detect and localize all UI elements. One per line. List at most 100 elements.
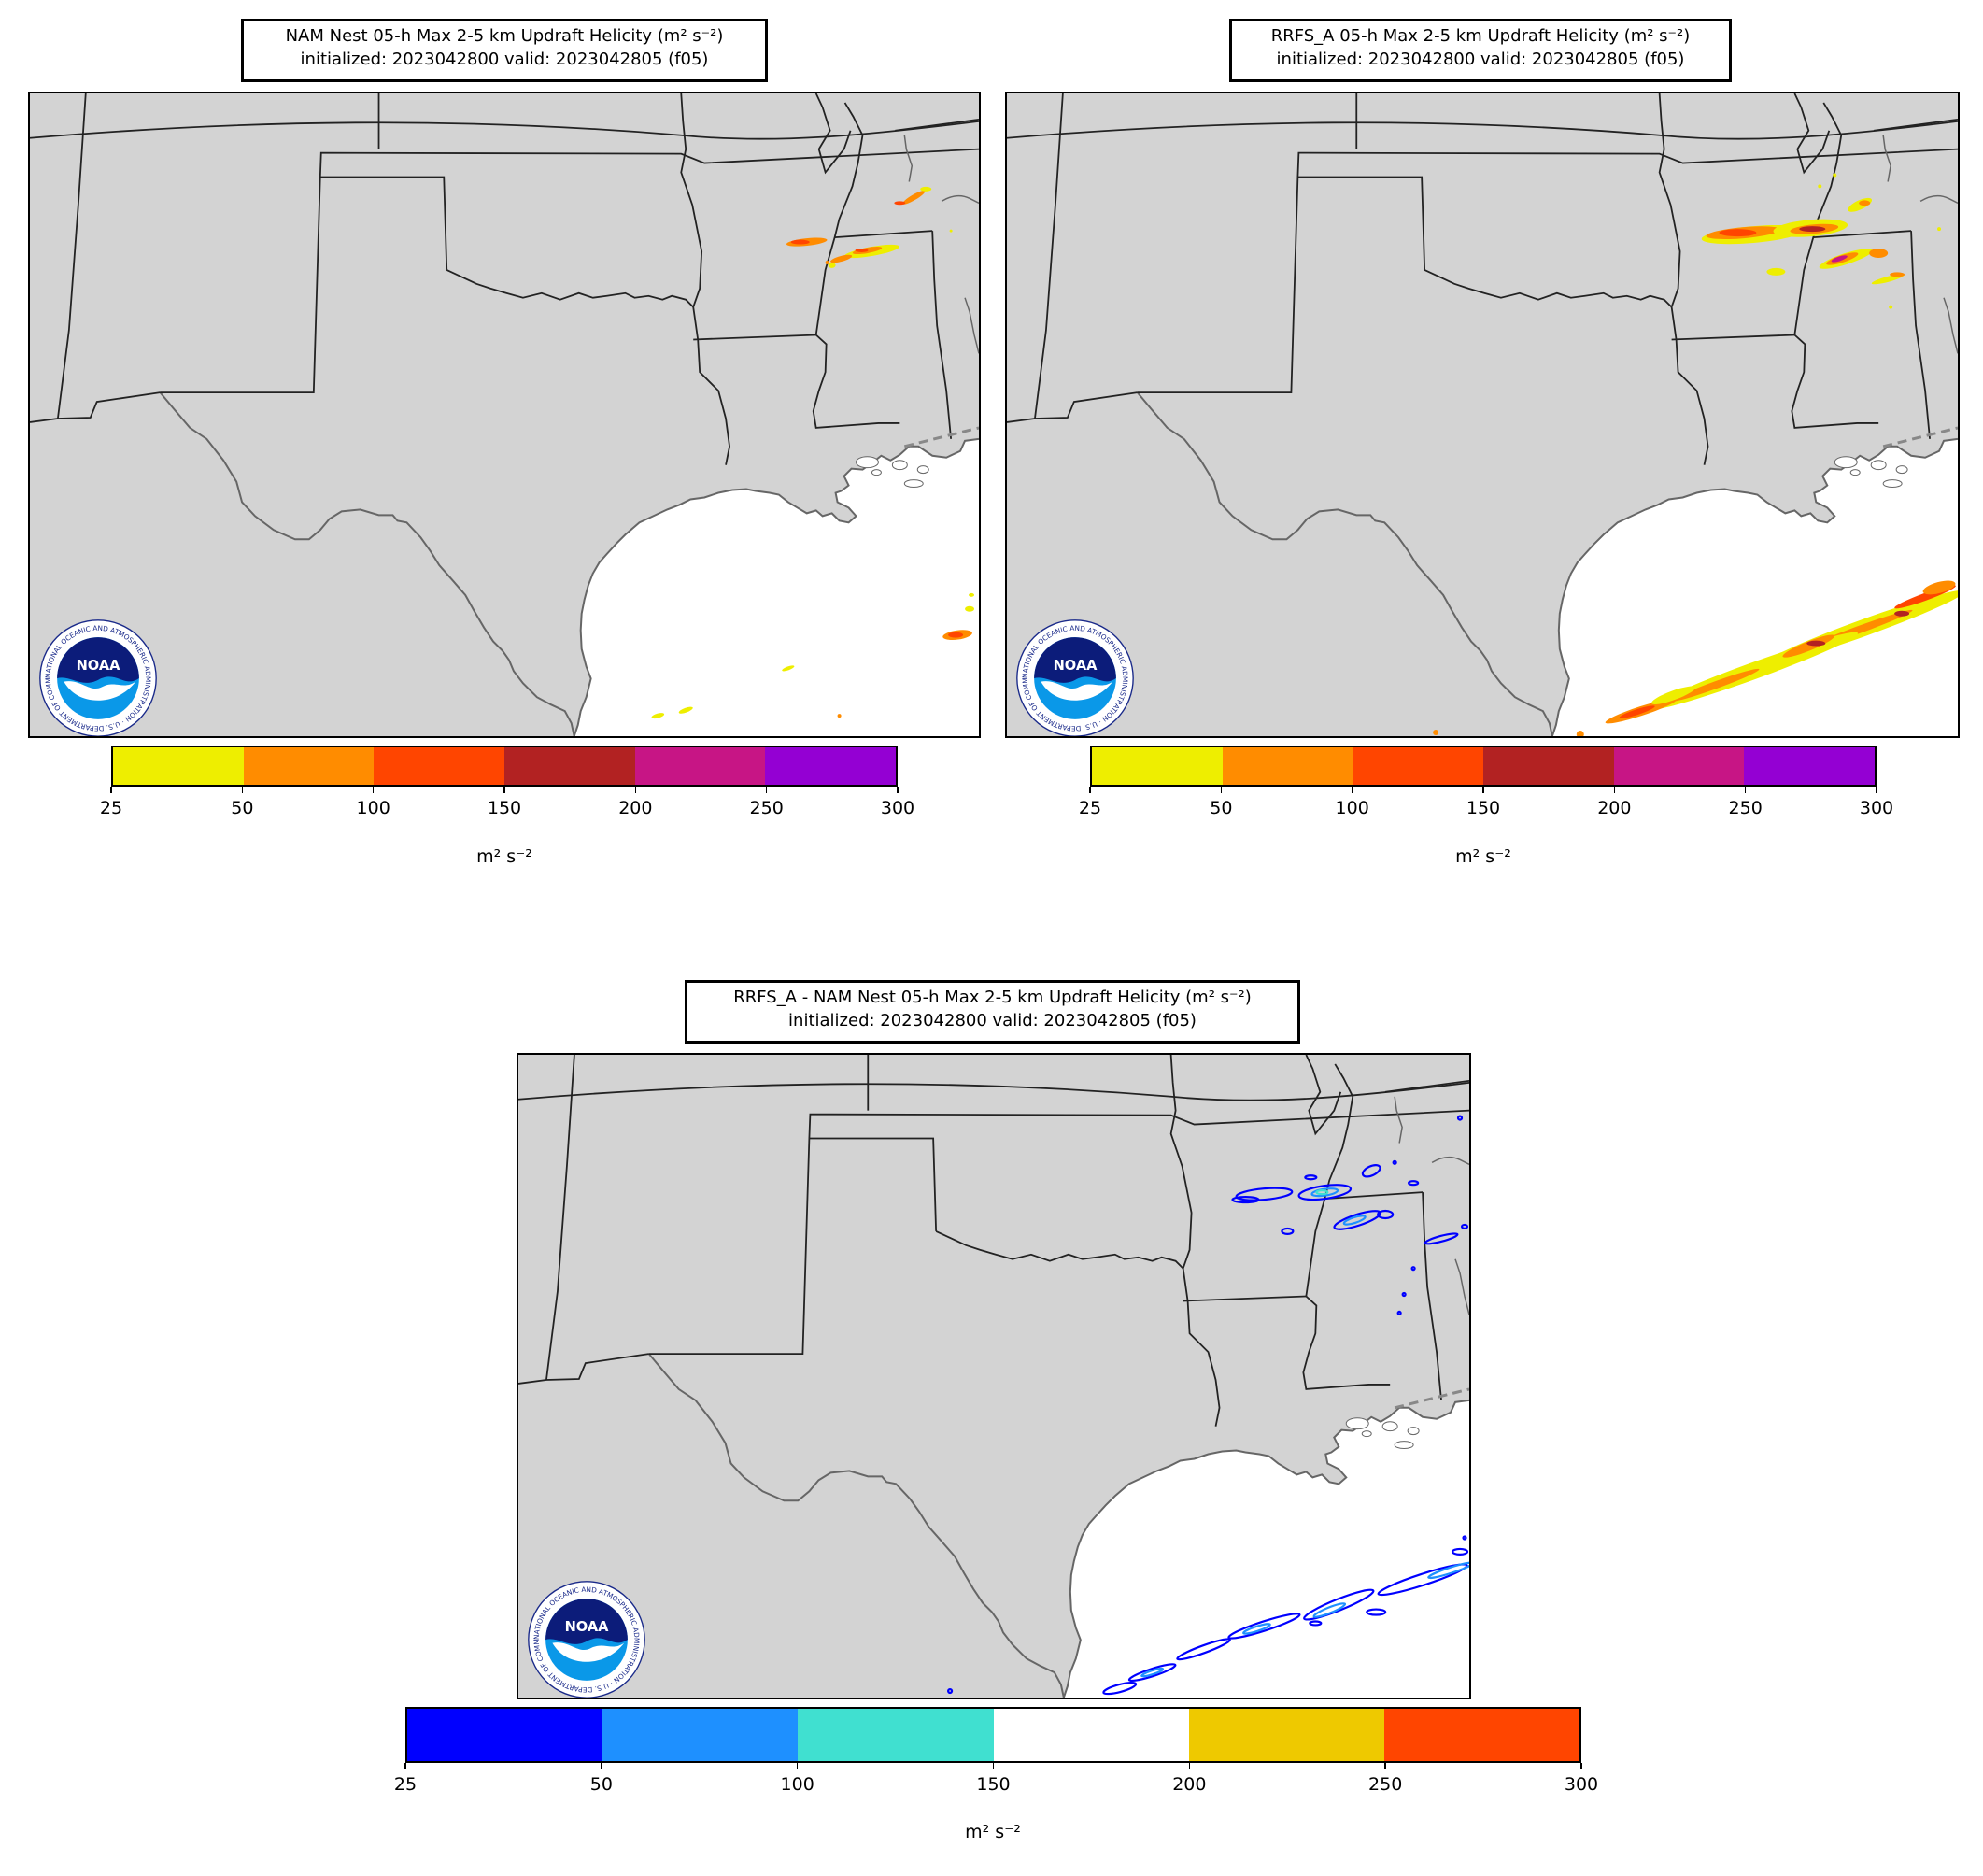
waterway	[941, 194, 979, 204]
diff-colorbar	[405, 1707, 1581, 1763]
coastal-lake	[1895, 465, 1908, 475]
state-border	[680, 93, 703, 307]
noaa-logo: NATIONAL OCEANIC AND ATMOSPHERIC ADMINIS…	[1013, 618, 1134, 736]
rrfs-colorbar-tick-label: 100	[1335, 798, 1369, 818]
state-border	[1324, 1191, 1424, 1200]
rrfs-colorbar-tick	[1613, 787, 1616, 793]
nam-colorbar-tick	[897, 787, 899, 793]
diff-colorbar-segment	[798, 1709, 994, 1761]
diff-uh-swaths	[946, 1115, 1469, 1696]
state-border	[1813, 230, 1912, 238]
state-border	[56, 93, 87, 419]
mexico-border	[159, 391, 575, 736]
nam-colorbar	[111, 746, 898, 787]
diff-colorbar-tick-label: 100	[780, 1774, 814, 1795]
state-border	[545, 1055, 575, 1381]
nam-colorbar-tick-label: 200	[618, 798, 653, 818]
logo-wordmark: NOAA	[565, 1619, 610, 1635]
waterway	[1394, 1096, 1403, 1144]
diff-colorbar-tick-label: 25	[393, 1774, 418, 1795]
diff-colorbar-segment	[407, 1709, 603, 1761]
noaa-logo: NATIONAL OCEANIC AND ATMOSPHERIC ADMINIS…	[524, 1580, 645, 1698]
nam-colorbar-tick-label: 300	[880, 798, 915, 818]
diff-colorbar-tick	[404, 1763, 406, 1769]
rrfs-map-svg	[1007, 93, 1958, 736]
nam-colorbar-tick-label: 150	[487, 798, 522, 818]
state-border	[1658, 93, 1681, 307]
diff-colorbar-tick	[796, 1763, 799, 1769]
mexico-border	[1136, 391, 1553, 736]
diff-colorbar-tick-label: 300	[1564, 1774, 1599, 1795]
state-border	[1424, 269, 1673, 308]
nam-map-svg	[30, 93, 979, 736]
state-border	[1296, 148, 1958, 178]
barrier-islands	[1882, 426, 1958, 448]
state-border	[1305, 1063, 1354, 1297]
rrfs-colorbar-tick-label: 300	[1859, 798, 1894, 818]
diff-uh-gulf-swaths	[946, 1535, 1469, 1696]
diff-title-line1: RRFS_A - NAM Nest 05-h Max 2-5 km Updraf…	[733, 988, 1252, 1007]
rrfs-colorbar-ticks: 25 50 100 150 200 250 300	[1079, 787, 1893, 824]
state-border	[1874, 118, 1958, 132]
logo-wordmark: NOAA	[77, 658, 121, 674]
nam-uh-swaths	[651, 186, 975, 719]
nam-colorbar-tick-label: 25	[99, 798, 123, 818]
state-border	[814, 93, 852, 175]
state-border	[814, 102, 864, 335]
waterway	[1431, 1156, 1469, 1165]
state-border	[1305, 1055, 1342, 1136]
rrfs-uh-arkansas-swaths	[1701, 173, 1942, 309]
state-border	[834, 230, 933, 238]
barrier-islands	[903, 426, 979, 448]
nam-colorbar-tick-label: 250	[749, 798, 784, 818]
rrfs-colorbar-tick	[1876, 787, 1877, 793]
state-border	[1302, 1295, 1391, 1390]
land-area	[518, 1055, 1469, 1698]
coastal-lake	[1345, 1417, 1369, 1430]
nam-colorbar-tick	[765, 787, 768, 793]
gulf-coastline	[1551, 437, 1958, 736]
land-area	[30, 93, 979, 736]
nam-colorbar-segment	[634, 747, 766, 785]
rrfs-colorbar-tick	[1089, 787, 1091, 793]
diff-uh-arkansas-swaths	[1231, 1115, 1469, 1315]
rrfs-map: NATIONAL OCEANIC AND ATMOSPHERIC ADMINIS…	[1005, 92, 1960, 738]
nam-colorbar-segment	[113, 747, 244, 785]
rrfs-colorbar-tick-label: 200	[1597, 798, 1632, 818]
rrfs-colorbar-unit: m² s⁻²	[1455, 846, 1511, 867]
waterway	[964, 297, 979, 354]
rrfs-colorbar-segment	[1092, 747, 1223, 785]
rrfs-colorbar-tick-label: 250	[1728, 798, 1763, 818]
mexico-border	[647, 1353, 1065, 1698]
state-border	[1007, 120, 1958, 140]
diff-colorbar-tick	[992, 1763, 995, 1769]
state-border	[518, 1353, 649, 1385]
state-border	[30, 120, 979, 140]
nam-colorbar-tick-label: 100	[356, 798, 390, 818]
rrfs-colorbar-tick-label: 50	[1210, 798, 1233, 818]
rrfs-colorbar-tick	[1220, 787, 1223, 793]
nam-colorbar-segment	[243, 747, 375, 785]
rrfs-colorbar-segment	[1353, 747, 1484, 785]
state-border	[518, 1081, 1469, 1101]
state-border	[1793, 102, 1843, 335]
diff-colorbar-unit: m² s⁻²	[965, 1822, 1021, 1842]
diff-map: NATIONAL OCEANIC AND ATMOSPHERIC ADMINIS…	[517, 1053, 1471, 1699]
diff-colorbar-segment	[1383, 1709, 1580, 1761]
coastal-lake	[916, 465, 929, 475]
rrfs-panel-title: RRFS_A 05-h Max 2-5 km Updraft Helicity …	[1229, 19, 1732, 82]
nam-colorbar-tick	[241, 787, 244, 793]
waterway	[903, 135, 914, 182]
state-border	[1671, 334, 1795, 341]
state-border	[1385, 1079, 1469, 1093]
nam-uh-gulf-swaths	[651, 592, 975, 719]
nam-colorbar-segment	[765, 747, 897, 785]
diff-colorbar-tick	[1580, 1763, 1582, 1769]
diff-colorbar-segment	[602, 1709, 799, 1761]
gulf-coastline	[573, 437, 979, 736]
state-border	[895, 118, 979, 132]
diff-colorbar-tick-label: 150	[976, 1774, 1011, 1795]
nam-colorbar-tick	[503, 787, 505, 793]
nam-colorbar-segment	[504, 747, 635, 785]
coastal-lake	[891, 460, 908, 471]
